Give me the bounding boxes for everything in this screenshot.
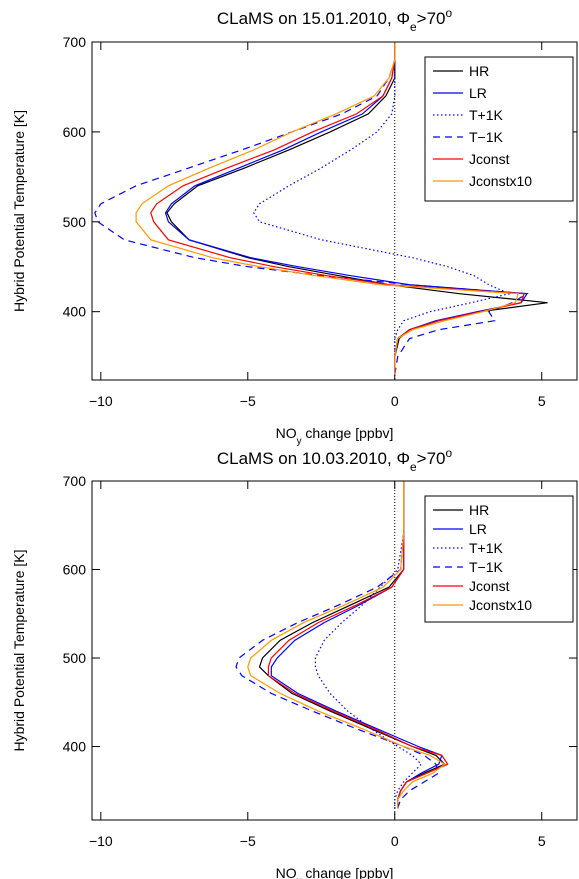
panel: CLaMS on 10.03.2010, Φe>70o NOy change [p… bbox=[11, 446, 578, 879]
x-tick-label: −5 bbox=[240, 393, 256, 409]
text-part: CLaMS on 10.03.2010, Φ bbox=[217, 449, 410, 468]
legend-label: T−1K bbox=[469, 559, 504, 575]
y-axis-label: Hybrid Potential Temperature [K] bbox=[11, 110, 27, 312]
x-axis-label: NOy change [ppbv] bbox=[276, 425, 394, 447]
series-line bbox=[94, 42, 529, 375]
legend-label: Jconstx10 bbox=[469, 173, 532, 189]
text-part: o bbox=[445, 6, 452, 20]
x-axis-label: NOy change [ppbv] bbox=[276, 865, 394, 879]
x-tick-label: −5 bbox=[240, 833, 256, 849]
legend-label: T+1K bbox=[469, 107, 504, 123]
y-tick-label: 700 bbox=[63, 473, 87, 489]
series-line bbox=[267, 481, 449, 809]
text-part: NO bbox=[276, 865, 297, 879]
legend-label: LR bbox=[469, 521, 487, 537]
text-part: e bbox=[410, 460, 417, 474]
legend-label: T−1K bbox=[469, 129, 504, 145]
text-part: change [ppbv] bbox=[302, 865, 394, 879]
series-line bbox=[235, 481, 440, 809]
x-tick-label: 5 bbox=[538, 393, 546, 409]
legend-label: Jconst bbox=[469, 151, 510, 167]
y-tick-label: 500 bbox=[63, 214, 87, 230]
x-tick-label: 5 bbox=[538, 833, 546, 849]
legend-label: HR bbox=[469, 63, 489, 79]
text-part: >70 bbox=[417, 449, 446, 468]
plot-frame bbox=[91, 41, 578, 381]
x-tick-label: −10 bbox=[89, 393, 113, 409]
legend-label: HR bbox=[469, 502, 489, 518]
series-line bbox=[164, 42, 529, 375]
text-part: o bbox=[445, 446, 452, 460]
x-tick-label: −10 bbox=[89, 833, 113, 849]
x-tick-label: 0 bbox=[391, 833, 399, 849]
legend-label: Jconstx10 bbox=[469, 597, 532, 613]
panel: CLaMS on 15.01.2010, Φe>70o NOy change [p… bbox=[11, 6, 578, 447]
legend-box bbox=[424, 56, 574, 202]
series-line bbox=[314, 481, 423, 809]
legend: HR LR T+1K T−1K Jconst Jconstx10 bbox=[424, 56, 574, 202]
legend-label: T+1K bbox=[469, 540, 504, 556]
text-part: NO bbox=[276, 425, 297, 441]
series-line bbox=[247, 481, 446, 809]
plot-frame bbox=[91, 480, 578, 821]
chart-title: CLaMS on 10.03.2010, Φe>70o bbox=[217, 446, 453, 474]
series-line bbox=[252, 42, 512, 375]
text-part: y bbox=[297, 436, 302, 447]
text-part: y bbox=[297, 876, 302, 879]
text-part: e bbox=[410, 20, 417, 34]
chart-title: CLaMS on 15.01.2010, Φe>70o bbox=[217, 6, 453, 34]
y-axis-label: Hybrid Potential Temperature [K] bbox=[11, 549, 27, 751]
legend-box bbox=[424, 495, 574, 623]
text-part: change [ppbv] bbox=[302, 425, 394, 441]
series-line bbox=[150, 42, 525, 375]
y-tick-label: 400 bbox=[63, 739, 87, 755]
series-line bbox=[135, 42, 520, 375]
text-part: CLaMS on 15.01.2010, Φ bbox=[217, 9, 410, 28]
legend: HR LR T+1K T−1K Jconst Jconstx10 bbox=[424, 495, 574, 623]
y-tick-label: 600 bbox=[63, 562, 87, 578]
x-tick-label: 0 bbox=[391, 393, 399, 409]
y-tick-label: 500 bbox=[63, 650, 87, 666]
y-tick-label: 400 bbox=[63, 304, 87, 320]
y-tick-label: 600 bbox=[63, 124, 87, 140]
y-tick-label: 700 bbox=[63, 34, 87, 50]
legend-label: LR bbox=[469, 85, 487, 101]
text-part: >70 bbox=[417, 9, 446, 28]
legend-label: Jconst bbox=[469, 578, 510, 594]
